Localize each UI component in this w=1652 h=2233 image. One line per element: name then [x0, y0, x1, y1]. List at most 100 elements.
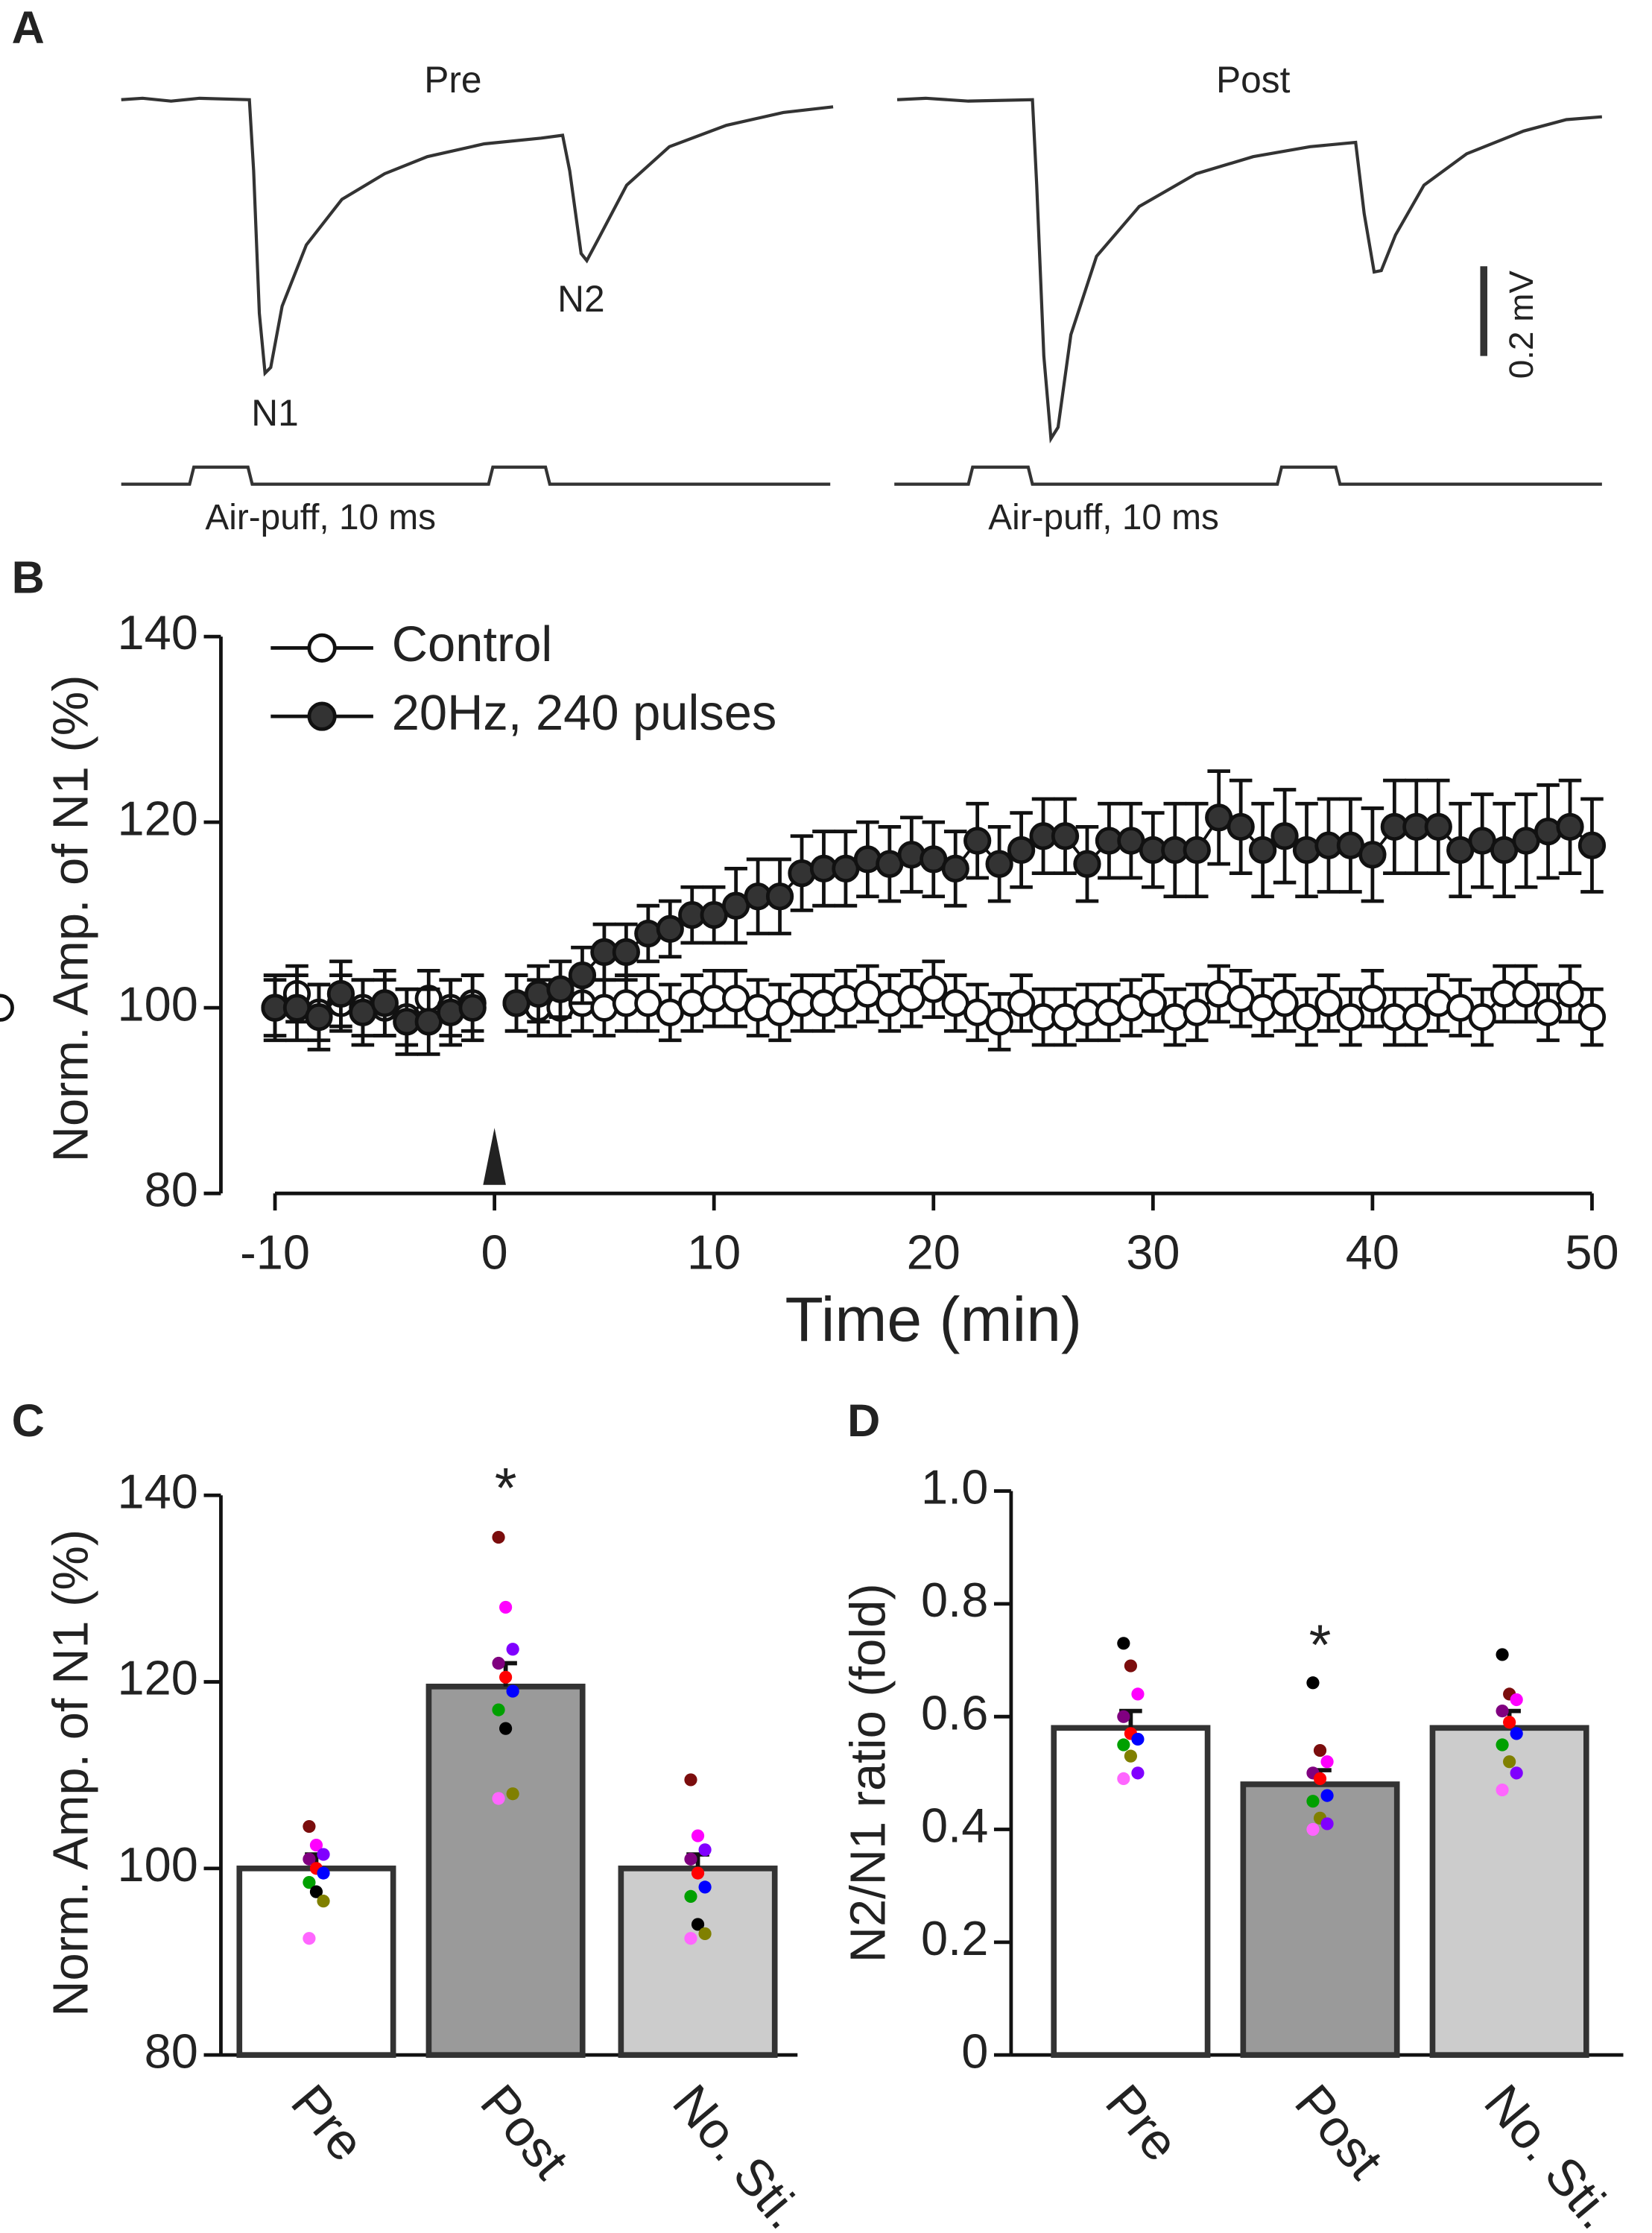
data-point	[1131, 1766, 1145, 1780]
y-tick-label: 80	[145, 1162, 198, 1216]
data-point	[506, 1787, 519, 1801]
data-point	[832, 985, 860, 1013]
data-point	[568, 961, 597, 990]
y-axis-label: Norm. Amp. of N1 (%)	[42, 1529, 98, 2017]
data-point	[1161, 1002, 1189, 1032]
significance: *	[1309, 1614, 1332, 1677]
data-point	[684, 1852, 697, 1866]
trace-title: Post	[1216, 59, 1291, 101]
data-point	[1424, 989, 1452, 1017]
data-point	[1117, 1772, 1130, 1786]
data-point	[303, 1932, 316, 1945]
panel-letter: C	[12, 1395, 45, 1446]
y-tick-label: 0.8	[921, 1573, 988, 1627]
data-point	[1512, 979, 1540, 1008]
data-point	[1496, 1648, 1509, 1661]
trace-title: Pre	[424, 59, 481, 101]
data-point	[1313, 1743, 1327, 1757]
data-point	[1124, 1749, 1137, 1763]
data-point	[303, 1876, 316, 1889]
data-point	[1183, 836, 1211, 865]
data-point	[691, 1829, 705, 1842]
data-point	[1402, 1002, 1431, 1032]
data-point	[1139, 989, 1167, 1017]
x-tick-label: 30	[1126, 1225, 1180, 1279]
data-point	[1270, 989, 1299, 1017]
y-tick-label: 1.0	[921, 1460, 988, 1515]
data-point	[744, 994, 772, 1022]
y-axis-label: Norm. Amp. of N1 (%)	[42, 675, 98, 1162]
x-tick-label: 0	[481, 1225, 508, 1279]
y-tick-label: 100	[118, 976, 198, 1031]
data-point	[853, 845, 882, 874]
data-point	[765, 882, 794, 911]
x-tick-label: 10	[687, 1225, 741, 1279]
data-point	[499, 1600, 513, 1614]
x-axis-label: Time (min)	[785, 1284, 1082, 1354]
legend-marker	[307, 633, 337, 663]
data-point	[1556, 812, 1584, 841]
x-tick-label: 50	[1565, 1225, 1618, 1279]
peak-label: N1	[251, 392, 298, 434]
x-tick-label: Post	[469, 2074, 579, 2189]
data-point	[1270, 822, 1299, 850]
data-point	[1095, 998, 1124, 1027]
data-point	[1131, 1687, 1145, 1701]
trace	[121, 96, 834, 377]
data-point	[305, 1002, 333, 1032]
data-point	[0, 994, 14, 1022]
bar	[425, 1683, 586, 2058]
panel-letter: A	[12, 2, 45, 53]
data-point	[684, 1773, 697, 1787]
x-tick-label: No. Sti.	[1473, 2074, 1625, 2233]
data-point	[1248, 994, 1277, 1022]
data-point	[678, 989, 706, 1017]
legend-marker	[307, 701, 337, 731]
data-point	[698, 1927, 712, 1941]
data-point	[1510, 1693, 1523, 1707]
data-point	[1358, 985, 1387, 1013]
x-tick-label: 20	[907, 1225, 960, 1279]
y-tick-label: 0	[961, 2024, 988, 2078]
data-point	[1306, 1676, 1320, 1690]
stimulus-marker	[483, 1128, 506, 1185]
data-point	[1124, 1659, 1137, 1673]
data-point	[1306, 1795, 1320, 1808]
data-point	[1320, 1789, 1334, 1802]
data-point	[1117, 1710, 1130, 1723]
data-point	[1534, 817, 1563, 846]
data-point	[698, 1843, 712, 1857]
data-point	[1131, 1732, 1145, 1746]
data-point	[1534, 998, 1563, 1027]
x-tick-label: Post	[1284, 2074, 1393, 2189]
data-point	[809, 989, 838, 1017]
data-point	[1496, 1705, 1509, 1718]
data-point	[634, 919, 662, 948]
data-point	[788, 859, 816, 888]
bar	[618, 1866, 778, 2058]
stimulus-label: Air-puff, 10 ms	[205, 498, 436, 537]
data-point	[1051, 1002, 1080, 1032]
data-point	[1510, 1766, 1523, 1780]
data-point	[963, 827, 992, 855]
y-tick-label: 0.6	[921, 1685, 988, 1740]
data-point	[1577, 1002, 1607, 1032]
data-point	[985, 1008, 1013, 1036]
data-point	[1314, 989, 1343, 1017]
data-point	[1313, 1772, 1327, 1786]
data-point	[941, 854, 969, 883]
data-point	[492, 1656, 505, 1670]
data-point	[1320, 1817, 1334, 1831]
data-point	[1510, 1727, 1523, 1740]
y-tick-label: 120	[118, 791, 198, 845]
data-point	[1320, 1755, 1334, 1769]
data-point	[326, 979, 355, 1008]
data-point	[1358, 841, 1387, 869]
bar	[1240, 1781, 1400, 2058]
data-point	[1117, 994, 1145, 1022]
y-tick-label: 140	[118, 605, 198, 660]
y-axis-label: N2/N1 ratio (fold)	[840, 1583, 896, 1962]
data-point	[492, 1792, 505, 1805]
